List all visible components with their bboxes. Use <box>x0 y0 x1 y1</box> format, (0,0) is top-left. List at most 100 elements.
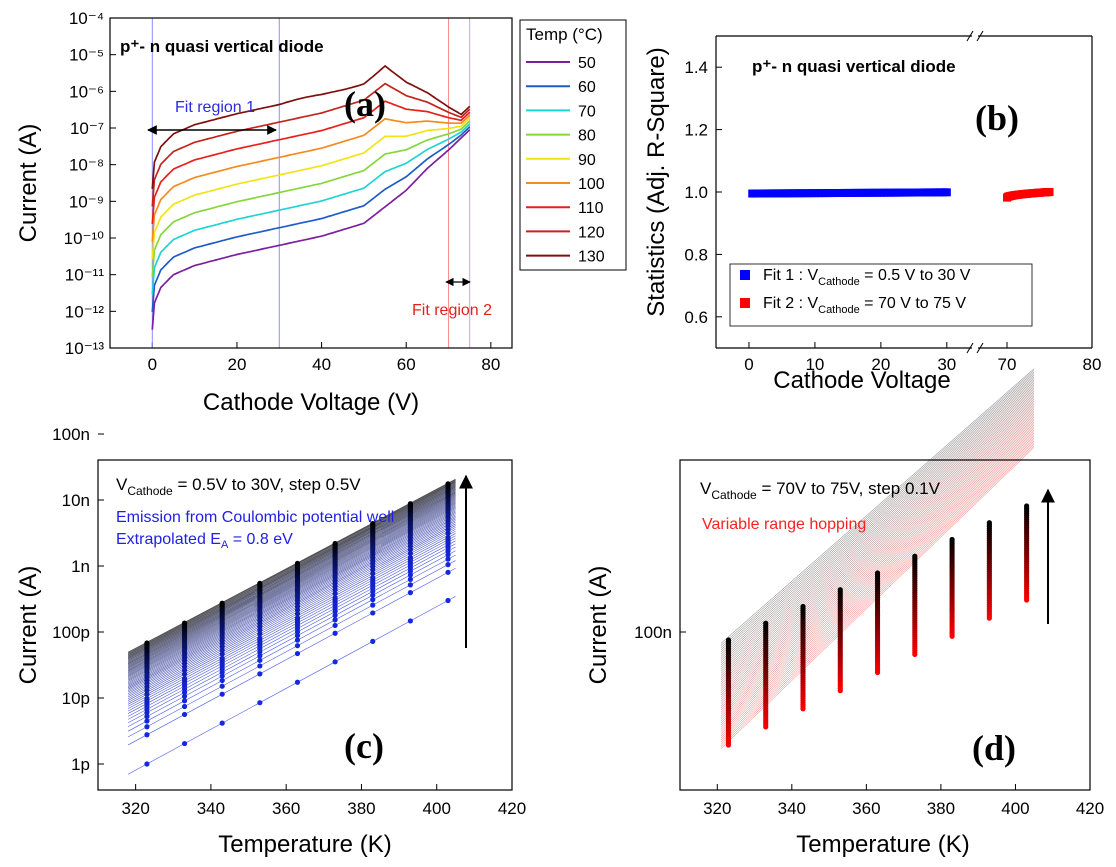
legend-label-130: 130 <box>578 249 605 266</box>
panel-b-ticks: 0.6 0.8 1.0 1.2 1.4 0 10 20 30 70 80 <box>684 58 1101 374</box>
panel-d-point <box>800 603 806 610</box>
panel-a-ytick-label: 10⁻⁸ <box>69 156 104 175</box>
panel-b-xtick-label: 10 <box>805 355 824 374</box>
panel-d-point <box>912 553 918 559</box>
panel-c-point <box>144 761 150 767</box>
panel-a-xtick-label: 80 <box>481 355 500 374</box>
panel-a-curve-50 <box>151 129 471 330</box>
legend-fit1-label: Fit 1 : VCathode = 0.5 V to 30 V <box>763 267 971 288</box>
panel-d-xlabel: Temperature (K) <box>796 831 969 858</box>
panel-c-note-2: Extrapolated EA = 0.8 eV <box>116 531 293 551</box>
panel-b-letter: (b) <box>975 98 1019 138</box>
panel-a-curve-130 <box>151 64 471 189</box>
legend-title: Temp (°C) <box>526 25 603 44</box>
panel-d-fit-line <box>720 386 1035 668</box>
panel-d-fit-line <box>720 395 1035 681</box>
panel-d-xtick-label: 400 <box>1001 799 1029 818</box>
panel-d-point <box>874 570 881 576</box>
panel-c-ylabel: Current (A) <box>15 566 42 685</box>
panel-a-frame <box>109 17 513 349</box>
panel-b-ylabel: Statistics (Adj. R-Square) <box>643 47 670 316</box>
legend-fit1-marker <box>740 270 750 280</box>
panel-c-header-prefix: V <box>116 475 128 494</box>
panel-c-xtick-label: 380 <box>347 799 375 818</box>
panel-b-xtick-label: 20 <box>871 355 890 374</box>
fit-region-2-label: Fit region 2 <box>412 302 492 319</box>
panel-c: 320 340 360 380 400 420 1p 10p 100p 1n 10n 100n VCa… <box>15 425 526 858</box>
panel-b-frame <box>715 30 1093 354</box>
panel-a-ytick-label: 10⁻¹³ <box>65 339 105 358</box>
panel-b-break-mark <box>976 342 984 354</box>
panel-c-fit-line <box>127 501 456 676</box>
panel-c-point <box>294 679 301 685</box>
panel-a-legend: Temp (°C) 50 60 70 80 90 100 110 120 130 <box>519 19 627 271</box>
panel-c-fit-line <box>127 517 456 693</box>
panel-b-ytick-label: 1.4 <box>684 58 708 77</box>
panel-c-ticks: 320 340 360 380 400 420 1p 10p 100p 1n 10n 100n <box>52 425 526 818</box>
panel-d-fit-line <box>720 390 1035 674</box>
panel-d-xtick-label: 420 <box>1076 799 1104 818</box>
panel-c-fit-line <box>127 481 456 656</box>
panel-c-point <box>294 633 301 639</box>
panel-d-fit-line <box>720 379 1035 659</box>
panel-c-letter: (c) <box>344 726 384 766</box>
panel-c-point <box>257 657 263 663</box>
panel-c-point <box>219 683 225 689</box>
panel-d-fit-line <box>720 419 1035 713</box>
panel-c-header-subscript: Cathode <box>127 484 173 498</box>
panel-d-ticks: 320 340 360 380 400 420 100n <box>634 623 1104 818</box>
panel-c-fit-line <box>127 486 456 661</box>
panel-d-fit-line <box>720 371 1035 648</box>
panel-c-fit-line <box>127 496 456 671</box>
panel-b-ytick-label: 0.8 <box>684 245 708 264</box>
panel-d-fit-line <box>720 397 1035 683</box>
legend-label-110: 110 <box>578 200 604 217</box>
legend-fit1-suffix: = 0.5 V to 30 V <box>860 267 971 284</box>
panel-c-ytick-label: 100n <box>52 425 90 444</box>
panel-c-fit-line <box>127 537 456 714</box>
panel-c-point <box>219 691 225 697</box>
panel-d-point <box>725 637 732 643</box>
panel-c-point <box>181 693 188 699</box>
panel-a-letter: (a) <box>344 84 386 124</box>
legend-label-120: 120 <box>578 224 605 241</box>
panel-a-ytick-label: 10⁻¹¹ <box>65 266 105 285</box>
panel-a-ytick-label: 10⁻⁶ <box>69 82 104 101</box>
panel-d-fit-line <box>720 416 1035 708</box>
panel-c-point <box>407 618 413 624</box>
panel-b-break-mark <box>966 30 974 42</box>
legend-fit1-name: Fit 1 : V <box>763 267 818 284</box>
panel-c-fit-line <box>127 500 456 675</box>
panel-d-fit-line <box>720 370 1035 646</box>
legend-label-60: 60 <box>578 79 596 96</box>
panel-b-ytick-label: 1.0 <box>684 183 708 202</box>
panel-c-note-1: Emission from Coulombic potential well <box>116 509 394 526</box>
panel-d-fit-line <box>720 374 1035 653</box>
panel-d-header-prefix: V <box>700 479 712 498</box>
panel-c-point <box>407 582 413 588</box>
panel-d-fit-line <box>720 423 1035 717</box>
panel-d-fit-line <box>720 384 1035 666</box>
legend-label-80: 80 <box>578 128 596 145</box>
panel-d-fit-line <box>720 381 1035 661</box>
panel-c-frame <box>97 459 513 791</box>
panel-d-fit-line <box>720 394 1035 678</box>
panel-d: 320 340 360 380 400 420 100n VCathode = 70V to… <box>585 368 1104 858</box>
panel-a-xtick-label: 40 <box>312 355 331 374</box>
panel-d-point <box>949 536 955 543</box>
panel-d-note-1: Variable range hopping <box>702 516 866 533</box>
panel-c-fit-line <box>127 527 456 703</box>
panel-c-fit-line <box>127 489 456 664</box>
panel-c-xtick-label: 360 <box>272 799 300 818</box>
panel-b-legend: Fit 1 : VCathode = 0.5 V to 30 V Fit 2 :… <box>729 263 1033 327</box>
panel-c-point <box>407 576 413 582</box>
panel-c-point <box>294 637 301 643</box>
panel-c-point <box>181 703 188 710</box>
panel-c-point <box>219 673 225 679</box>
panel-d-fit-line <box>720 368 1035 644</box>
panel-d-fit-line <box>720 398 1035 685</box>
panel-c-fit-line <box>127 520 456 696</box>
panel-c-ytick-label: 10n <box>62 491 90 510</box>
panel-c-point <box>445 556 451 562</box>
